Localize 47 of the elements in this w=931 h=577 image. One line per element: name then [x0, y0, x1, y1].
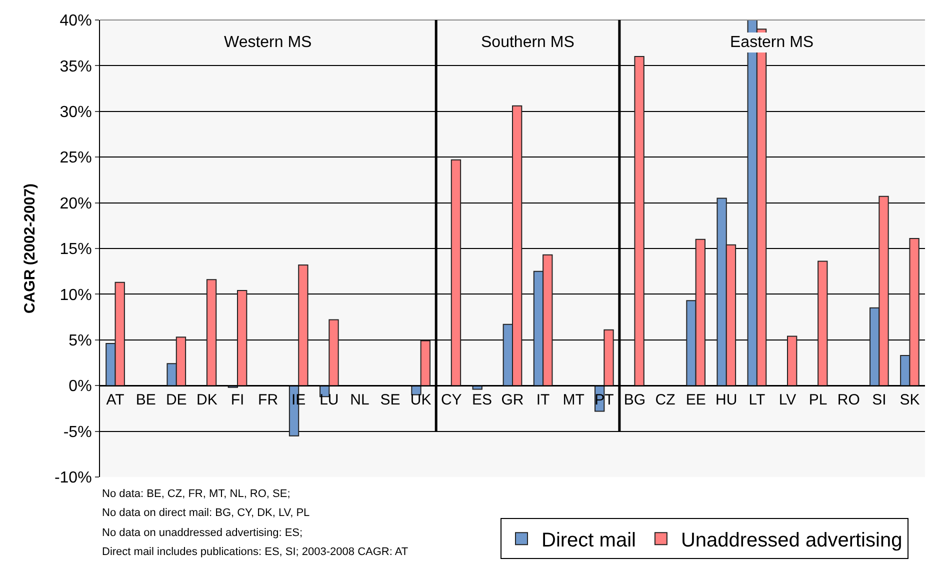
y-tick-label: 25% — [60, 150, 92, 167]
y-tick-label: 10% — [60, 286, 92, 304]
y-tick-label: 20% — [60, 195, 92, 212]
x-tick-label: DE — [166, 392, 187, 409]
text: No data on unaddressed advertising: ES; — [102, 527, 303, 539]
text: No data: BE, CZ, FR, MT, NL, RO, SE; — [102, 488, 290, 500]
x-tick-label: UK — [410, 392, 432, 409]
y-tick-label: -10% — [54, 470, 92, 487]
text: No data on direct mail: BG, CY, DK, LV, PL — [102, 507, 310, 519]
text: Direct mail includes publications: ES, SI; 2003-2008 CAGR: AT — [102, 546, 408, 558]
x-tick-label: LT — [748, 392, 766, 409]
y-tick-label: 0% — [68, 378, 92, 396]
x-tick-label: RO — [837, 392, 860, 409]
x-tick-label: AT — [106, 392, 124, 409]
band-label: Southern MS — [481, 34, 574, 51]
y-tick-label: -5% — [63, 424, 92, 441]
x-tick-label: CZ — [655, 392, 676, 409]
x-tick-label: FI — [230, 392, 244, 409]
legend-label: Direct mail — [542, 529, 636, 552]
y-tick-label: 40% — [60, 12, 92, 30]
x-tick-label: GR — [501, 392, 524, 409]
legend-label: Unaddressed advertising — [680, 529, 902, 552]
x-tick-label: PL — [808, 392, 828, 409]
x-tick-label: LU — [320, 392, 339, 409]
band-label: Western MS — [224, 34, 312, 51]
x-tick-label: HU — [716, 392, 738, 409]
y-tick-label: 5% — [68, 332, 92, 350]
x-tick-label: MT — [562, 392, 584, 409]
x-tick-label: SE — [380, 392, 400, 409]
x-tick-label: IT — [536, 392, 550, 409]
x-tick-label: NL — [350, 392, 370, 409]
x-tick-label: BE — [136, 392, 156, 409]
y-axis-title: CAGR (2002-2007) — [22, 183, 39, 314]
y-tick-label: 35% — [60, 58, 92, 76]
x-tick-label: FR — [258, 392, 278, 409]
x-tick-label: ES — [472, 392, 492, 409]
x-tick-label: DK — [196, 392, 218, 409]
x-tick-label: SK — [900, 392, 920, 409]
x-tick-label: EE — [686, 392, 706, 409]
y-tick-label: 30% — [60, 104, 92, 121]
band-label: Eastern MS — [730, 34, 814, 51]
x-tick-label: CY — [440, 392, 462, 409]
x-tick-label: SI — [872, 392, 886, 409]
x-tick-label: BG — [624, 392, 646, 409]
y-tick-label: 15% — [60, 241, 92, 258]
x-tick-label: IE — [292, 392, 306, 409]
x-tick-label: LV — [778, 392, 796, 409]
